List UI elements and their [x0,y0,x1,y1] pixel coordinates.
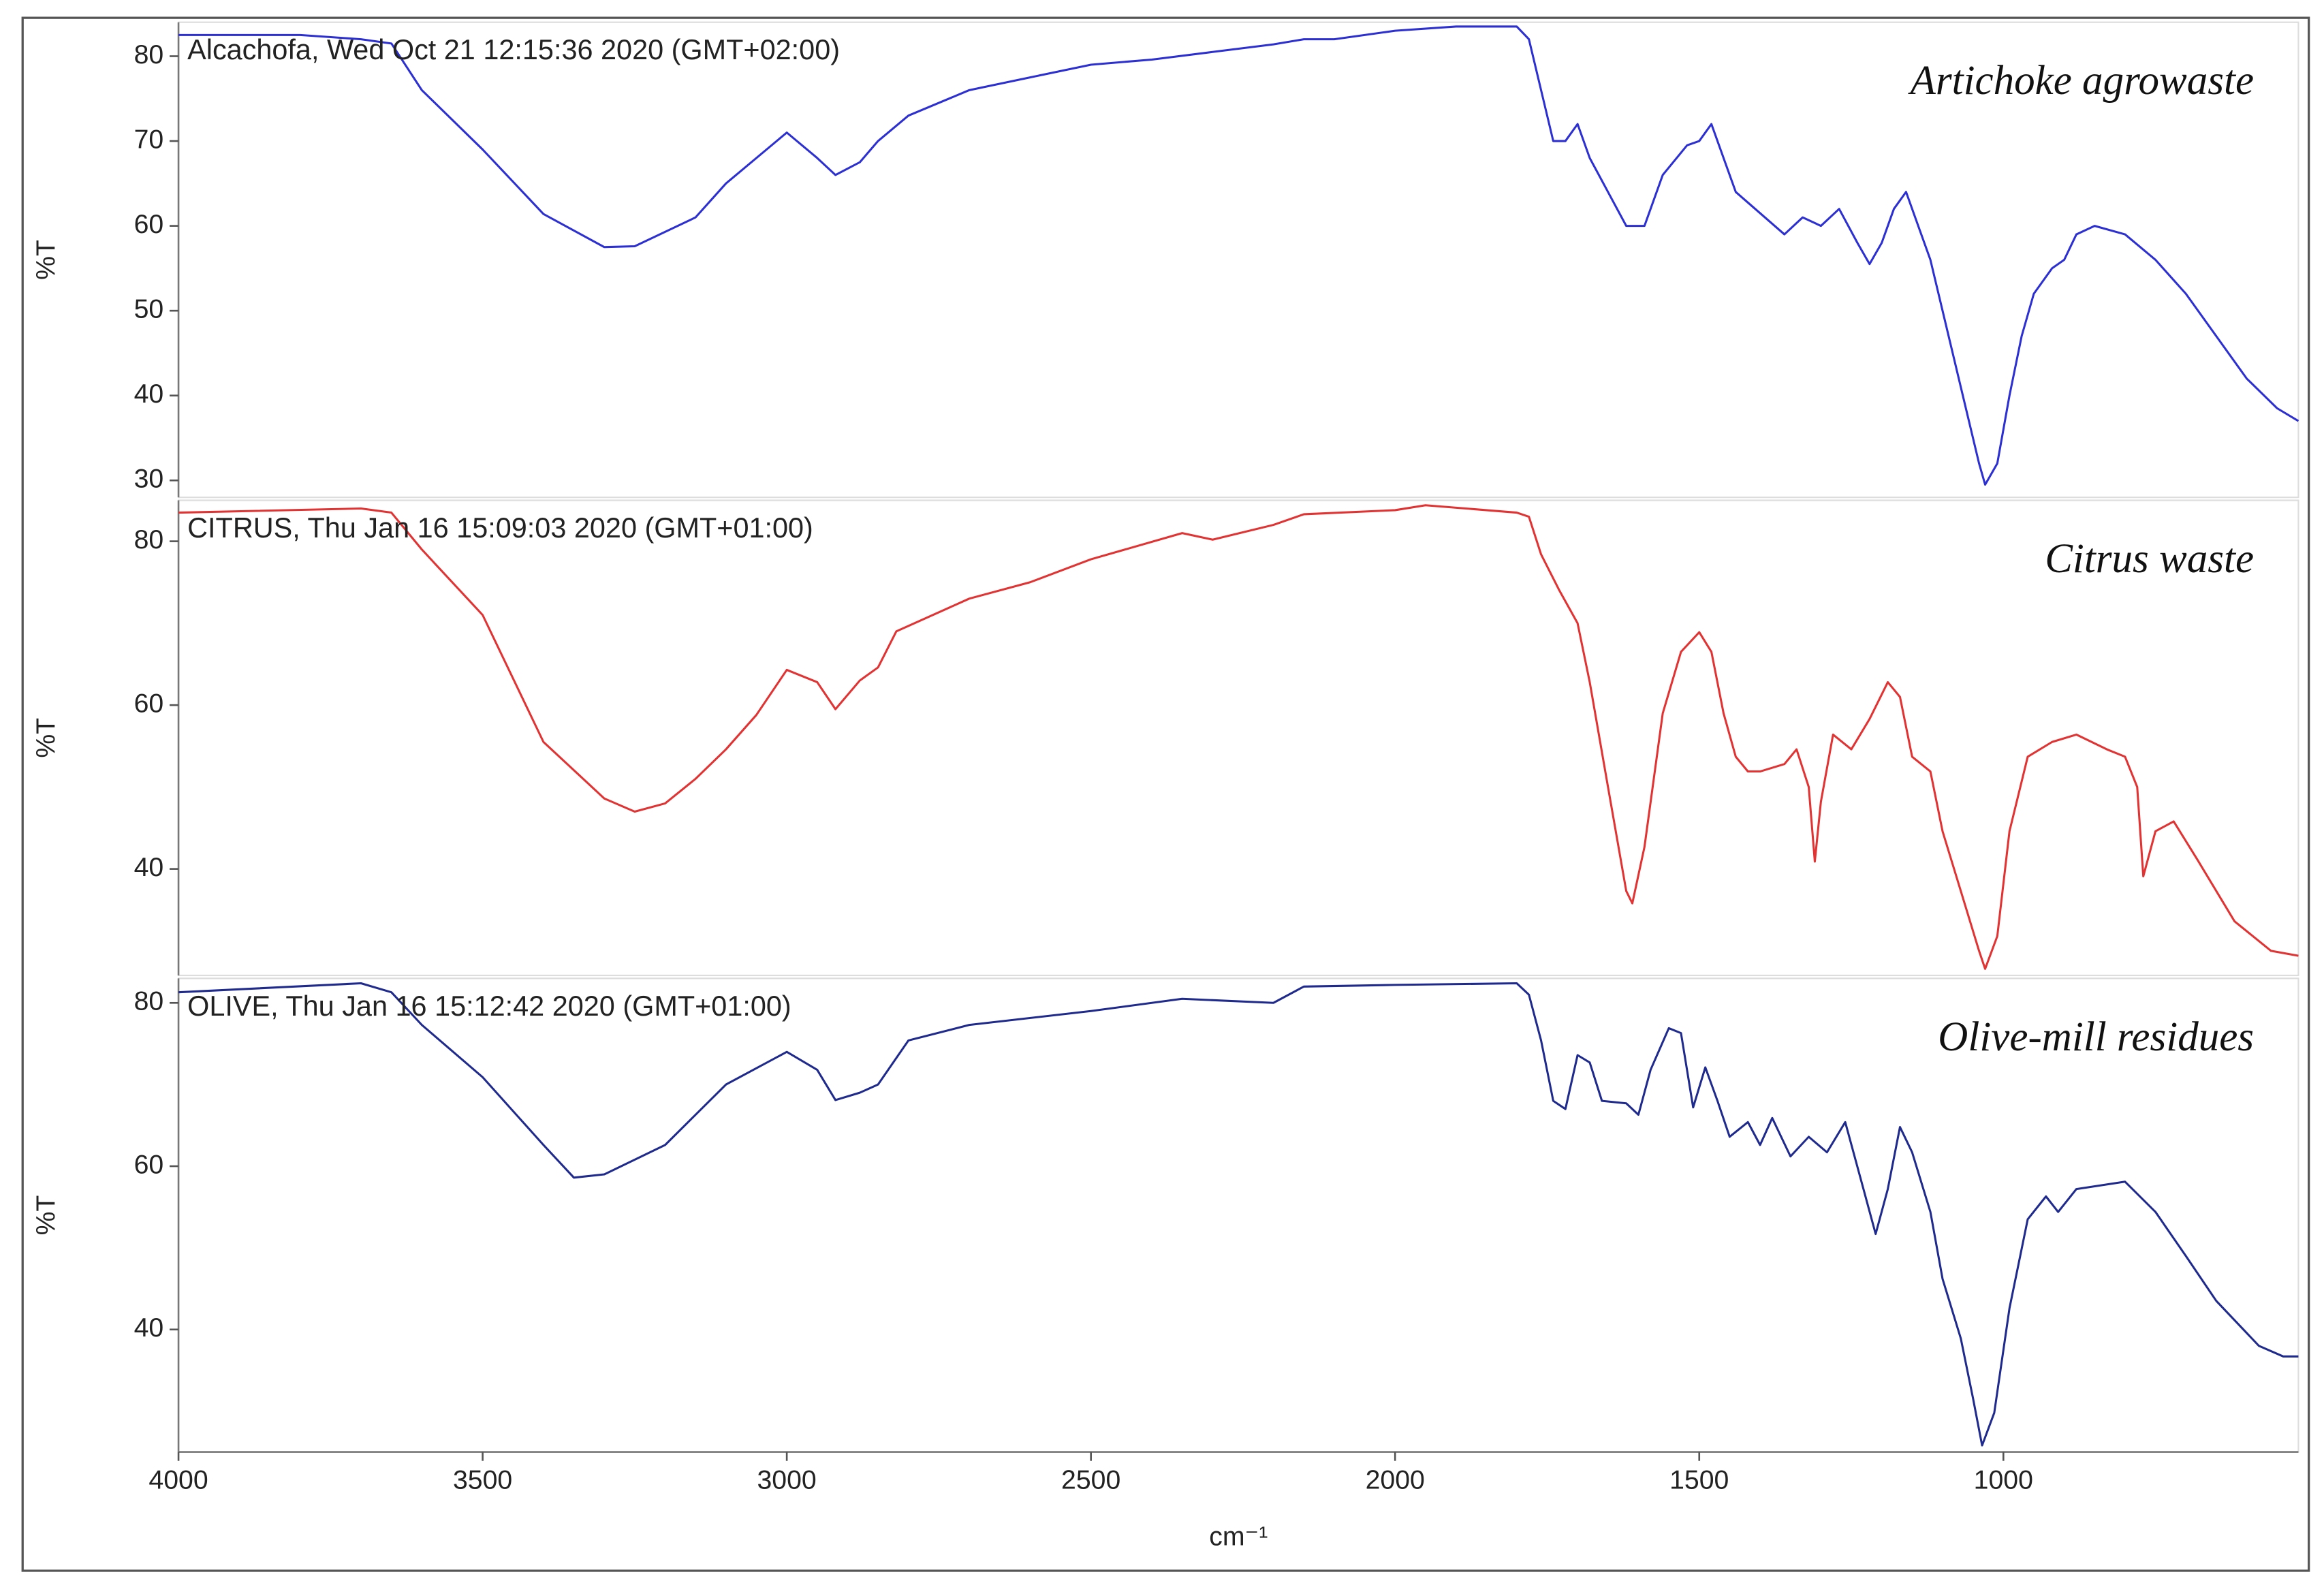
x-tick-label: 4000 [148,1465,208,1495]
x-tick-label: 1500 [1669,1465,1729,1495]
spectrum-line [178,25,2299,486]
spectrum-header: OLIVE, Thu Jan 16 15:12:42 2020 (GMT+01:… [187,990,791,1022]
x-tick-label: 2500 [1061,1465,1120,1495]
sample-annotation: Artichoke agrowaste [1908,58,2254,104]
spectrum-line [178,982,2299,1447]
x-tick-label: 1000 [1974,1465,2033,1495]
spectrum-header: CITRUS, Thu Jan 16 15:09:03 2020 (GMT+01… [187,512,813,544]
y-tick-label: 30 [134,464,164,494]
y-tick-label: 60 [134,688,164,718]
x-tick-label: 2000 [1366,1465,1425,1495]
sample-annotation: Olive-mill residues [1938,1014,2254,1060]
outer-frame [21,16,2310,1572]
y-tick-label: 50 [134,294,164,324]
y-axis-label: %T [31,1195,61,1235]
x-tick-label: 3500 [453,1465,512,1495]
y-axis-label: %T [31,718,61,758]
y-axis-label: %T [31,240,61,280]
y-tick-label: 80 [134,986,164,1016]
y-tick-label: 60 [134,209,164,239]
y-tick-label: 40 [134,852,164,882]
x-axis-label: cm⁻¹ [1209,1521,1268,1551]
spectrum-line [178,504,2299,970]
sample-annotation: Citrus waste [2045,536,2254,582]
y-tick-label: 70 [134,124,164,154]
y-tick-label: 80 [134,525,164,554]
x-tick-label: 3000 [757,1465,817,1495]
y-tick-label: 40 [134,1313,164,1343]
y-tick-label: 40 [134,379,164,409]
y-tick-label: 80 [134,40,164,69]
y-tick-label: 60 [134,1149,164,1179]
spectrum-header: Alcachofa, Wed Oct 21 12:15:36 2020 (GMT… [187,34,840,65]
